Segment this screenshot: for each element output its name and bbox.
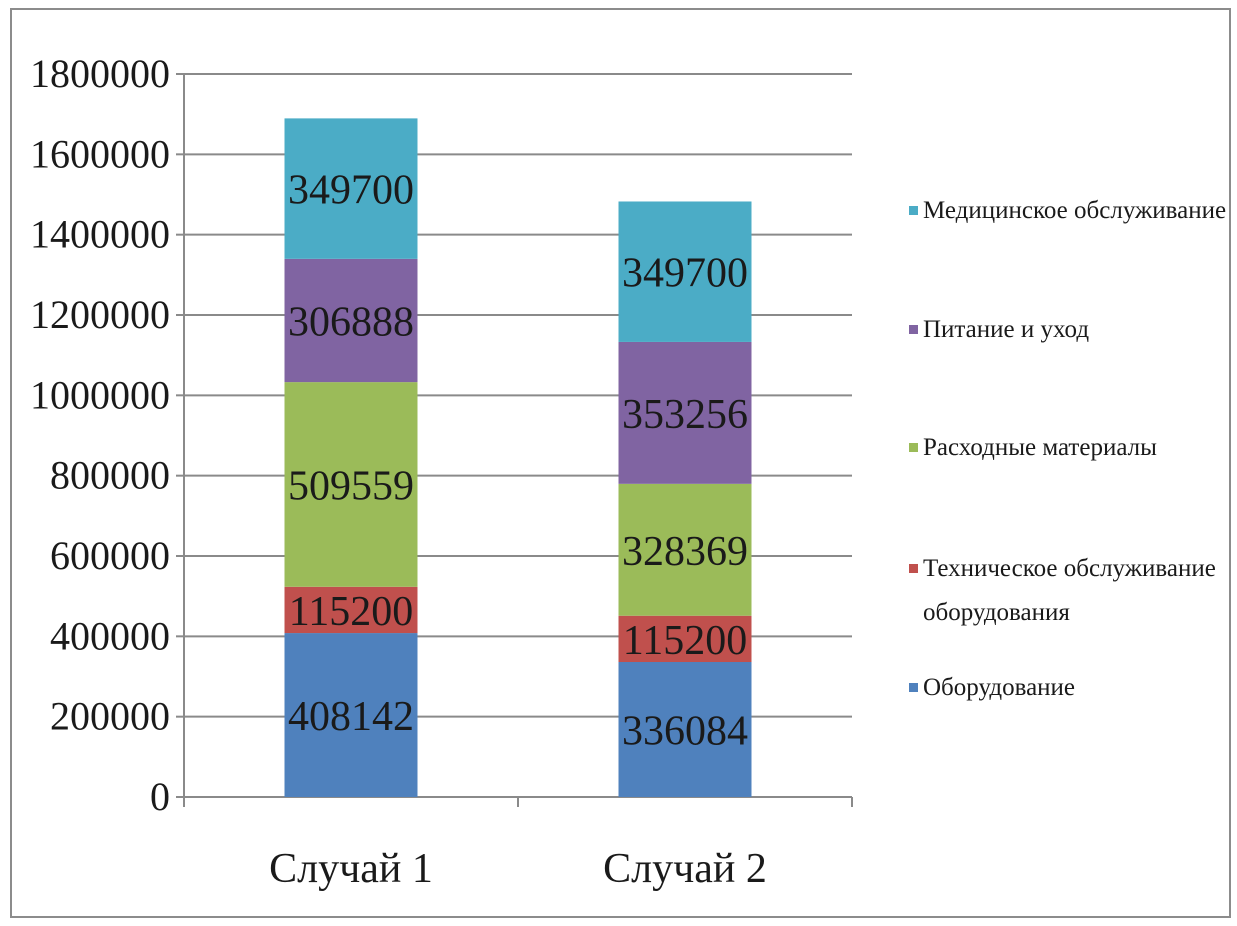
x-category-label: Случай 1: [269, 846, 433, 892]
legend-swatch: [909, 443, 918, 452]
legend-swatch: [909, 325, 918, 334]
y-tick-label: 1800000: [30, 51, 170, 96]
legend: Медицинское обслуживание Питание и уход Ра…: [909, 197, 1226, 701]
data-label: 509559: [288, 463, 414, 509]
bar-segment: [284, 258, 418, 383]
legend-label: Оборудование: [923, 674, 1075, 701]
legend-label: Техническое обслуживание: [923, 555, 1216, 582]
axes: 0 200000 400000 600000 800000 1000000 1200000 1…: [30, 51, 853, 892]
y-tick-label: 200000: [50, 694, 170, 739]
legend-swatch: [909, 206, 918, 215]
y-tick-label: 800000: [50, 453, 170, 498]
legend-swatch: [909, 683, 918, 692]
bar-segment: [618, 615, 752, 663]
y-tick-label: 600000: [50, 533, 170, 578]
data-label: 115200: [623, 618, 747, 664]
bar-segment: [618, 341, 752, 484]
y-tick-label: 0: [150, 774, 170, 819]
bar-segment: [284, 633, 418, 797]
bar-segment: [618, 483, 752, 616]
y-tick-label: 1200000: [30, 292, 170, 337]
chart-frame: 0 200000 400000 600000 800000 1000000 1200000 1…: [10, 8, 1231, 918]
bar-segment: [284, 382, 418, 587]
bars: [284, 118, 752, 797]
y-tick-label: 400000: [50, 613, 170, 658]
data-label: 336084: [622, 709, 748, 755]
data-label: 353256: [622, 392, 748, 438]
data-label: 349700: [288, 168, 414, 214]
legend-label: Расходные материалы: [923, 434, 1157, 461]
gridlines: [184, 73, 852, 718]
legend-label: оборудования: [923, 599, 1070, 626]
x-category-label: Случай 2: [603, 846, 767, 892]
legend-swatch: [909, 564, 918, 573]
data-label: 408142: [288, 694, 414, 740]
data-labels: 408142 115200 509559 306888 349700 336084 1152…: [288, 168, 748, 755]
legend-label: Питание и уход: [923, 316, 1089, 343]
bar-segment: [284, 118, 418, 259]
bar-segment: [618, 201, 752, 342]
data-label: 349700: [622, 251, 748, 297]
y-tick-label: 1000000: [30, 372, 170, 417]
data-label: 115200: [289, 589, 413, 635]
legend-label: Медицинское обслуживание: [923, 197, 1226, 224]
y-tick-label: 1400000: [30, 212, 170, 257]
y-tick-label: 1600000: [30, 131, 170, 176]
data-label: 328369: [622, 529, 748, 575]
data-label: 306888: [288, 299, 414, 345]
stacked-bar-chart: 0 200000 400000 600000 800000 1000000 1200000 1…: [30, 51, 1226, 892]
bar-segment: [284, 586, 418, 634]
bar-segment: [618, 662, 752, 797]
